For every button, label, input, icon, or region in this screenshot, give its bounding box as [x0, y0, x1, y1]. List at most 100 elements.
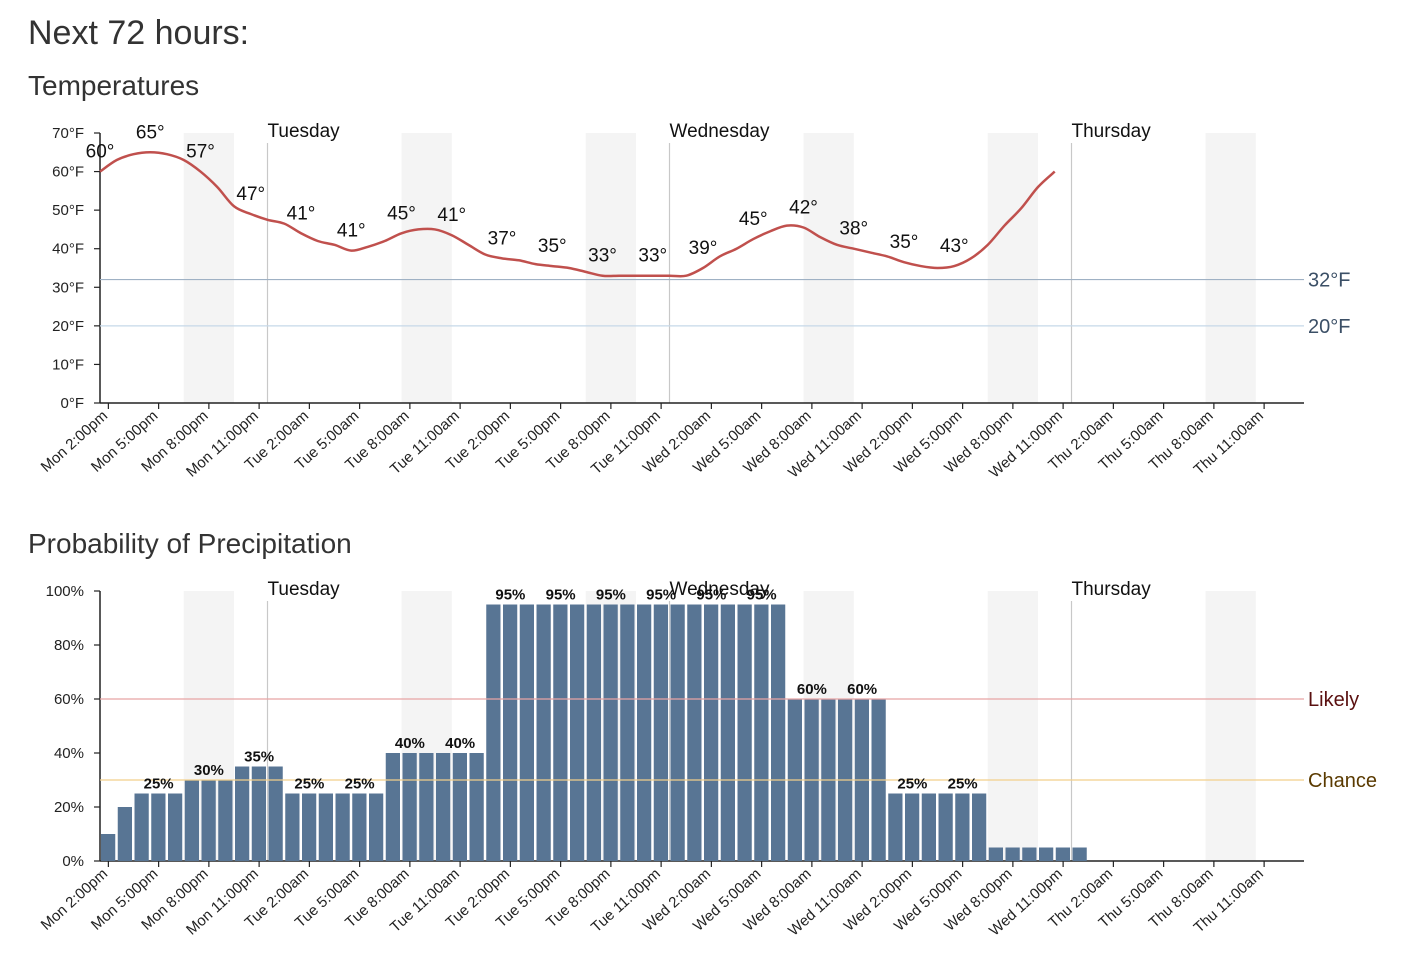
- temperature-point-label: 33°: [588, 246, 617, 267]
- precipitation-bar: [134, 793, 149, 861]
- precipitation-chart: Tuesday Wednesday Thursday 0% 20% 40% 60% 80% 10…: [38, 579, 1377, 940]
- precipitation-bar: [637, 604, 652, 861]
- precipitation-bar-label: 25%: [897, 776, 927, 793]
- precipitation-bar: [670, 604, 685, 861]
- precipitation-bar: [218, 780, 233, 861]
- precipitation-bar: [385, 753, 400, 861]
- temperature-point-label: 33°: [638, 246, 667, 267]
- temperature-point-label: 41°: [287, 203, 316, 224]
- y-tick-label: 10°F: [52, 356, 84, 373]
- precipitation-bar: [536, 604, 551, 861]
- precipitation-bar: [771, 604, 786, 861]
- precipitation-bar: [754, 604, 769, 861]
- temperature-point-label: 60°: [86, 142, 115, 163]
- precipitation-bar: [235, 766, 250, 861]
- precipitation-bar-label: 95%: [646, 587, 676, 604]
- reference-line-label: 20°F: [1308, 316, 1350, 338]
- temperature-point-label: 43°: [940, 236, 969, 257]
- precipitation-bar: [101, 834, 116, 861]
- temperature-point-label: 38°: [839, 219, 868, 240]
- precipitation-bar-label: 25%: [948, 776, 978, 793]
- precipitation-bar: [938, 793, 953, 861]
- precipitation-bar: [519, 604, 534, 861]
- reference-line-label: 32°F: [1308, 270, 1350, 292]
- precipitation-bar-label: 25%: [294, 776, 324, 793]
- precipitation-bar: [503, 604, 518, 861]
- page-title: Next 72 hours:: [28, 14, 250, 52]
- precipitation-bar: [972, 793, 987, 861]
- precipitation-bar: [352, 793, 367, 861]
- precipitation-bar: [151, 793, 166, 861]
- y-tick-label: 0°F: [60, 395, 84, 412]
- day-label: Wednesday: [670, 121, 770, 142]
- precipitation-bar: [687, 604, 702, 861]
- night-shading: [987, 133, 1038, 403]
- precipitation-bar: [452, 753, 467, 861]
- precipitation-bar: [586, 604, 601, 861]
- reference-line-label: Chance: [1308, 770, 1377, 792]
- y-tick-label: 60%: [54, 691, 84, 708]
- precipitation-bar-label: 95%: [696, 587, 726, 604]
- temperature-point-label: 47°: [236, 184, 265, 205]
- precipitation-bar: [653, 604, 668, 861]
- precipitation-bar: [1072, 847, 1087, 861]
- precipitation-bar: [737, 604, 752, 861]
- y-tick-label: 40%: [54, 745, 84, 762]
- day-label: Thursday: [1072, 579, 1152, 600]
- precipitation-bar: [1005, 847, 1020, 861]
- precipitation-bar: [117, 807, 132, 861]
- day-label: Thursday: [1072, 121, 1152, 142]
- night-shading: [1205, 591, 1256, 861]
- precipitation-bar: [955, 793, 970, 861]
- temperature-point-label: 45°: [739, 209, 768, 230]
- night-shading: [585, 133, 636, 403]
- temperature-point-label: 35°: [538, 236, 567, 257]
- y-tick-label: 20°F: [52, 318, 84, 335]
- precipitation-bar: [369, 793, 384, 861]
- precipitation-bar-label: 95%: [546, 587, 576, 604]
- precipitation-bar: [620, 604, 635, 861]
- y-tick-label: 50°F: [52, 202, 84, 219]
- temperature-point-label: 39°: [689, 238, 718, 259]
- precipitation-bar: [436, 753, 451, 861]
- y-tick-label: 40°F: [52, 241, 84, 258]
- temperature-point-label: 41°: [337, 221, 366, 242]
- y-tick-label: 60°F: [52, 164, 84, 181]
- precipitation-bar-label: 60%: [797, 681, 827, 698]
- precipitation-bar: [921, 793, 936, 861]
- precipitation-bar: [168, 793, 183, 861]
- y-tick-label: 30°F: [52, 279, 84, 296]
- temperature-series-line: [99, 151, 1056, 278]
- day-label: Wednesday: [670, 579, 770, 600]
- temperature-point-label: 35°: [890, 232, 919, 253]
- night-shading: [803, 133, 854, 403]
- temperature-point-label: 42°: [789, 198, 818, 219]
- day-label: Tuesday: [268, 121, 341, 142]
- precipitation-bar: [988, 847, 1003, 861]
- precipitation-bar-label: 25%: [345, 776, 375, 793]
- temperature-point-label: 37°: [488, 228, 517, 249]
- precipitation-bar: [603, 604, 618, 861]
- precipitation-bar: [302, 793, 317, 861]
- precipitation-bar: [285, 793, 300, 861]
- precipitation-bar-label: 95%: [596, 587, 626, 604]
- night-shading: [1205, 133, 1256, 403]
- precipitation-bar-label: 40%: [395, 735, 425, 752]
- precipitation-bar: [251, 766, 266, 861]
- precipitation-bar-label: 60%: [847, 681, 877, 698]
- precipitation-bar: [1039, 847, 1054, 861]
- precipitation-bar: [419, 753, 434, 861]
- precipitation-bar: [888, 793, 903, 861]
- night-shading: [987, 591, 1038, 861]
- y-tick-label: 70°F: [52, 125, 84, 142]
- precipitation-bar: [905, 793, 920, 861]
- precipitation-bar: [704, 604, 719, 861]
- temperatures-title: Temperatures: [28, 70, 200, 101]
- temperature-point-label: 57°: [186, 142, 215, 163]
- temperature-point-label: 45°: [387, 203, 416, 224]
- night-shading: [183, 133, 234, 403]
- y-tick-label: 0%: [62, 853, 84, 870]
- temperature-point-label: 65°: [136, 122, 165, 143]
- precipitation-bar-label: 40%: [445, 735, 475, 752]
- precipitation-bar: [486, 604, 501, 861]
